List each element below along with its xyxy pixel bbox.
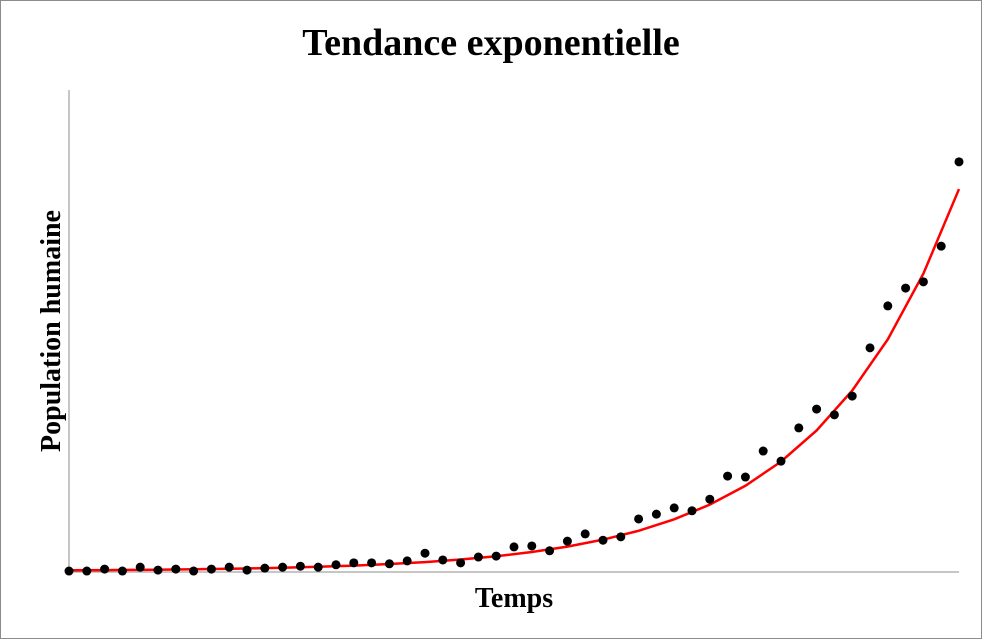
data-point: [456, 558, 466, 568]
data-point: [918, 277, 928, 287]
data-point: [171, 564, 181, 574]
data-point: [562, 536, 572, 546]
data-point: [634, 514, 644, 524]
data-point: [331, 560, 341, 570]
y-axis-label: Population humaine: [36, 210, 67, 452]
data-point: [740, 472, 750, 482]
data-point: [829, 410, 839, 420]
data-point: [135, 562, 145, 572]
data-point: [100, 564, 110, 574]
data-point: [473, 552, 483, 562]
data-point: [580, 529, 590, 539]
data-point: [687, 506, 697, 516]
data-point: [189, 566, 199, 576]
data-point: [278, 562, 288, 572]
data-point: [598, 535, 608, 545]
data-point: [509, 542, 519, 552]
data-point: [153, 565, 163, 575]
data-point: [64, 566, 74, 576]
data-point: [402, 556, 412, 566]
data-point: [847, 391, 857, 401]
data-point: [901, 283, 911, 293]
data-point: [420, 548, 430, 558]
data-point: [936, 241, 946, 251]
data-point: [865, 343, 875, 353]
data-point: [954, 157, 964, 167]
data-point: [723, 471, 733, 481]
data-point: [651, 509, 661, 519]
data-point: [117, 566, 127, 576]
data-point: [705, 494, 715, 504]
data-point: [349, 558, 359, 568]
data-point: [82, 566, 92, 576]
data-point: [313, 562, 323, 572]
data-point: [776, 456, 786, 466]
data-point: [883, 301, 893, 311]
chart-title: Tendance exponentielle: [302, 22, 680, 64]
data-point: [812, 404, 822, 414]
x-axis-label: Temps: [475, 583, 553, 614]
data-point: [438, 555, 448, 565]
data-point: [794, 423, 804, 433]
data-point: [206, 564, 216, 574]
trend-line: [68, 188, 961, 572]
data-point: [367, 558, 377, 568]
data-point: [527, 541, 537, 551]
data-point: [384, 559, 394, 569]
data-point: [242, 565, 252, 575]
data-point: [669, 503, 679, 513]
data-point: [545, 546, 555, 556]
data-point: [758, 446, 768, 456]
data-point: [616, 532, 626, 542]
data-point: [260, 563, 270, 573]
data-point: [491, 551, 501, 561]
data-point: [295, 561, 305, 571]
data-point: [224, 562, 234, 572]
